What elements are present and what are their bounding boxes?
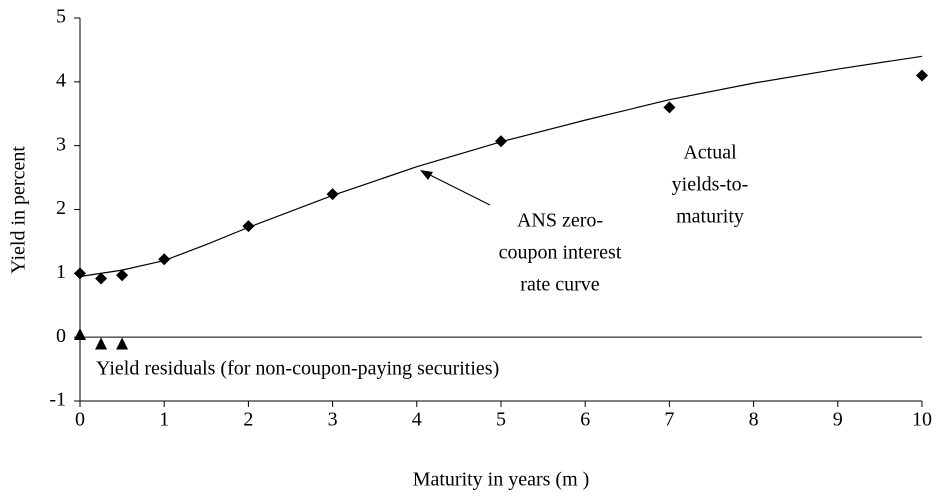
x-tick-label: 4 <box>412 409 422 431</box>
x-tick-label: 8 <box>749 409 759 431</box>
diamond-point <box>916 69 928 82</box>
y-tick-label: 0 <box>56 325 66 347</box>
arrow-head <box>420 170 433 180</box>
annotation: Yield residuals (for non-coupon-paying s… <box>96 358 499 380</box>
annotation: coupon interest <box>499 242 622 264</box>
triangle-point <box>116 337 129 350</box>
x-tick-label: 2 <box>243 409 253 431</box>
x-tick-label: 1 <box>159 409 169 431</box>
diamond-point <box>663 101 676 114</box>
y-tick-label: 3 <box>56 133 66 155</box>
annotation: maturity <box>676 206 744 228</box>
triangle-point <box>95 337 108 350</box>
y-tick-label: -1 <box>49 389 66 411</box>
y-tick-label: 5 <box>56 6 66 28</box>
y-tick-label: 4 <box>56 69 66 91</box>
x-tick-label: 3 <box>328 409 338 431</box>
x-tick-label: 7 <box>664 409 674 431</box>
x-axis-label: Maturity in years (m ) <box>413 469 590 491</box>
annotation: rate curve <box>520 274 600 296</box>
arrow <box>423 171 491 206</box>
x-tick-label: 6 <box>580 409 590 431</box>
diamond-point <box>158 253 171 266</box>
annotation: Actual <box>683 142 737 164</box>
diamond-point <box>495 135 507 148</box>
x-tick-label: 0 <box>75 409 85 431</box>
x-tick-label: 5 <box>496 409 506 431</box>
annotation: yields-to- <box>672 174 749 196</box>
diamond-point <box>326 188 339 201</box>
diamond-point <box>242 220 255 233</box>
y-axis-label: Yield in percent <box>8 146 30 274</box>
diamond-point <box>74 267 86 280</box>
diamond-point <box>95 272 108 285</box>
x-tick-label: 10 <box>912 409 932 431</box>
annotation: ANS zero- <box>517 210 603 232</box>
diamond-point <box>116 269 129 282</box>
triangle-point <box>74 327 86 340</box>
y-tick-label: 2 <box>56 197 66 219</box>
x-tick-label: 9 <box>833 409 843 431</box>
y-tick-label: 1 <box>56 261 66 283</box>
